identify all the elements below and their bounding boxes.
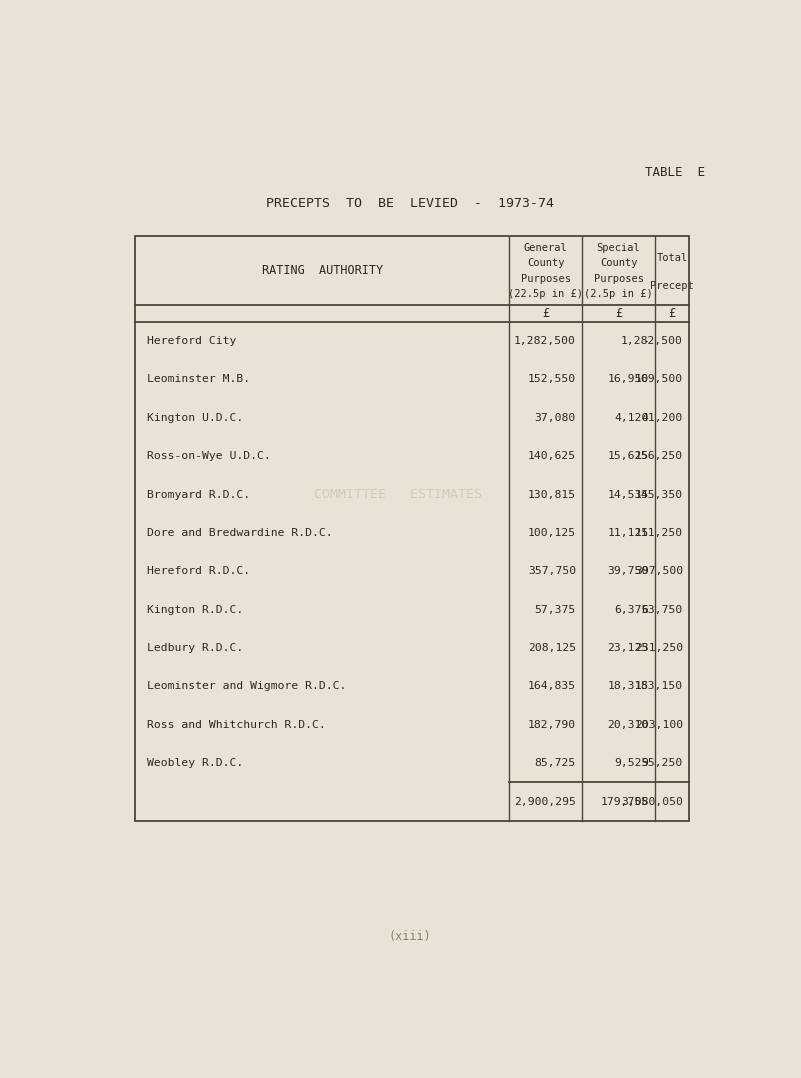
Text: (22.5p in £): (22.5p in £): [509, 289, 583, 299]
Text: 100,125: 100,125: [528, 528, 576, 538]
Text: £: £: [615, 307, 622, 320]
Text: (2.5p in £): (2.5p in £): [584, 289, 653, 299]
Text: 397,500: 397,500: [635, 566, 683, 577]
Text: Purposes: Purposes: [594, 274, 643, 284]
Text: 169,500: 169,500: [635, 374, 683, 385]
Text: 156,250: 156,250: [635, 452, 683, 461]
Text: 20,310: 20,310: [608, 720, 649, 730]
Text: 140,625: 140,625: [528, 452, 576, 461]
Text: Weobley R.D.C.: Weobley R.D.C.: [147, 758, 244, 769]
Text: -: -: [642, 336, 649, 346]
Text: Hereford City: Hereford City: [147, 336, 237, 346]
Text: 1,282,500: 1,282,500: [514, 336, 576, 346]
Text: 208,125: 208,125: [528, 642, 576, 653]
Text: Kington U.D.C.: Kington U.D.C.: [147, 413, 244, 423]
Text: 179,755: 179,755: [601, 797, 649, 806]
Text: £: £: [669, 307, 675, 320]
Text: Hereford R.D.C.: Hereford R.D.C.: [147, 566, 251, 577]
Text: (xiii): (xiii): [388, 930, 432, 943]
Text: 182,790: 182,790: [528, 720, 576, 730]
Text: 4,120: 4,120: [614, 413, 649, 423]
Text: 1,282,500: 1,282,500: [621, 336, 683, 346]
Text: 2,900,295: 2,900,295: [514, 797, 576, 806]
Text: 15,625: 15,625: [608, 452, 649, 461]
Text: 231,250: 231,250: [635, 642, 683, 653]
Text: 6,375: 6,375: [614, 605, 649, 614]
Text: 111,250: 111,250: [635, 528, 683, 538]
Text: Bromyard R.D.C.: Bromyard R.D.C.: [147, 489, 251, 499]
Bar: [135, 236, 689, 820]
Text: 63,750: 63,750: [642, 605, 683, 614]
Text: PRECEPTS  TO  BE  LEVIED  -  1973-74: PRECEPTS TO BE LEVIED - 1973-74: [266, 197, 554, 210]
Text: Kington R.D.C.: Kington R.D.C.: [147, 605, 244, 614]
Text: 152,550: 152,550: [528, 374, 576, 385]
Text: Leominster M.B.: Leominster M.B.: [147, 374, 251, 385]
Text: 37,080: 37,080: [535, 413, 576, 423]
Text: TABLE  E: TABLE E: [645, 166, 705, 179]
Text: General: General: [524, 243, 568, 253]
Text: Dore and Bredwardine R.D.C.: Dore and Bredwardine R.D.C.: [147, 528, 333, 538]
Text: 41,200: 41,200: [642, 413, 683, 423]
Text: 357,750: 357,750: [528, 566, 576, 577]
Text: 203,100: 203,100: [635, 720, 683, 730]
Text: 95,250: 95,250: [642, 758, 683, 769]
Text: Purposes: Purposes: [521, 274, 571, 284]
Text: 57,375: 57,375: [535, 605, 576, 614]
Text: COMMITTEE   ESTIMATES: COMMITTEE ESTIMATES: [313, 488, 481, 501]
Text: Leominster and Wigmore R.D.C.: Leominster and Wigmore R.D.C.: [147, 681, 347, 691]
Text: Precept: Precept: [650, 280, 694, 290]
Text: Ledbury R.D.C.: Ledbury R.D.C.: [147, 642, 244, 653]
Text: 85,725: 85,725: [535, 758, 576, 769]
Text: 164,835: 164,835: [528, 681, 576, 691]
Text: 18,315: 18,315: [608, 681, 649, 691]
Text: Ross-on-Wye U.D.C.: Ross-on-Wye U.D.C.: [147, 452, 272, 461]
Text: 39,750: 39,750: [608, 566, 649, 577]
Text: RATING  AUTHORITY: RATING AUTHORITY: [262, 264, 383, 277]
Text: 145,350: 145,350: [635, 489, 683, 499]
Text: Ross and Whitchurch R.D.C.: Ross and Whitchurch R.D.C.: [147, 720, 326, 730]
Text: 23,125: 23,125: [608, 642, 649, 653]
Text: 9,525: 9,525: [614, 758, 649, 769]
Text: County: County: [600, 259, 638, 268]
Text: 3,080,050: 3,080,050: [621, 797, 683, 806]
Text: Total: Total: [657, 253, 688, 263]
Text: 130,815: 130,815: [528, 489, 576, 499]
Text: 16,950: 16,950: [608, 374, 649, 385]
Text: 183,150: 183,150: [635, 681, 683, 691]
Text: 11,125: 11,125: [608, 528, 649, 538]
Text: £: £: [542, 307, 549, 320]
Text: 14,535: 14,535: [608, 489, 649, 499]
Text: Special: Special: [597, 243, 641, 253]
Text: County: County: [527, 259, 565, 268]
